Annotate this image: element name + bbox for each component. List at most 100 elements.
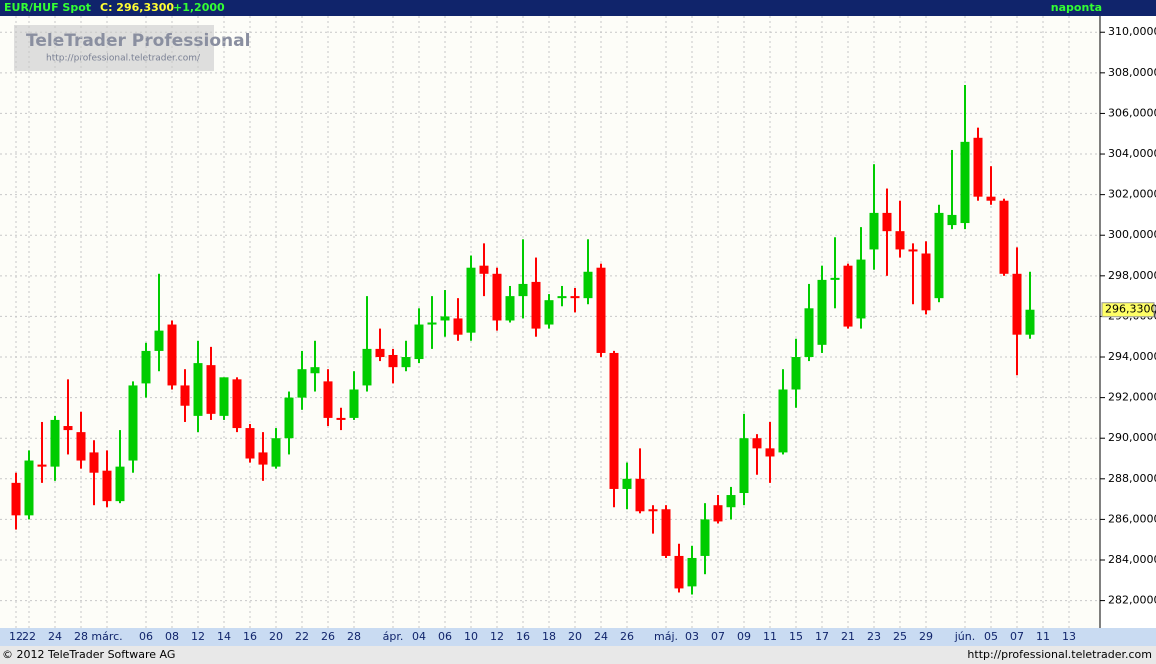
candle-body [505,296,515,321]
candle-body [479,265,489,274]
x-tick-label: máj. [654,630,678,643]
x-tick-label: 25 [893,630,907,643]
candle-body [63,426,73,431]
candle-body [427,322,437,325]
candle-body [11,482,21,516]
candle-body [388,354,398,368]
candle-body [687,557,697,587]
candle-body [973,137,983,197]
candle-body [336,417,346,420]
x-tick-label: 20 [269,630,283,643]
x-tick-label: 23 [867,630,881,643]
candle-body [518,283,528,297]
candle-body [492,273,502,321]
candle-body [921,253,931,311]
candle-body [154,330,164,351]
candle-body [674,555,684,589]
axis-area [1100,16,1156,628]
y-tick-label: 300,0000 [1108,228,1156,241]
candle-body [1012,273,1022,335]
candle-body [999,200,1009,274]
x-tick-label: 08 [165,630,179,643]
candle-body [89,452,99,473]
x-tick-label: 24 [594,630,608,643]
candle-body [297,369,307,398]
x-tick-label: 16 [243,630,257,643]
candle-body [791,357,801,390]
last-text: C: 296,3300 [100,1,174,14]
watermark-title: TeleTrader Professional [26,31,250,51]
candle-body [869,212,879,250]
candle-body [661,509,671,556]
candle-body [245,428,255,459]
candle-body [76,432,86,461]
candle-body [765,448,775,457]
candle-body [232,379,242,429]
candle-body [180,385,190,406]
candle-body [362,348,372,386]
candle-body [830,277,840,280]
candle-body [1025,309,1035,335]
candle-body [895,231,905,250]
candle-body [193,363,203,416]
candle-body [843,265,853,327]
candle-body [141,350,151,384]
x-tick-label: 29 [919,630,933,643]
candle-body [24,460,34,516]
x-tick-label: 18 [542,630,556,643]
candle-body [960,141,970,224]
y-tick-label: 286,0000 [1108,512,1156,525]
candle-body [271,438,281,467]
change-text: +1,2000 [173,1,225,14]
candle-body [713,505,723,522]
candle-body [375,348,385,358]
candle-body [622,478,632,489]
candle-body [414,324,424,360]
candle-body [934,212,944,299]
x-tick-label: 12 [191,630,205,643]
y-tick-label: 290,0000 [1108,431,1156,444]
date-bar [0,628,1156,646]
candle-body [609,352,619,489]
watermark-url: http://professional.teletrader.com/ [46,54,201,64]
x-tick-label: 03 [685,630,699,643]
candle-body [596,267,606,353]
chart-title: EUR/HUF Spot [4,1,91,14]
x-tick-label: 10 [464,630,478,643]
candle-body [986,196,996,201]
candle-body [583,271,593,299]
candle-body [882,212,892,232]
y-tick-label: 294,0000 [1108,350,1156,363]
candle-body [570,296,580,299]
x-tick-label: 11 [763,630,777,643]
candle-body [128,385,138,461]
x-tick-label: jún. [954,630,976,643]
candle-body [752,438,762,449]
candle-body [817,279,827,345]
candle-body [349,389,359,418]
candle-body [635,478,645,512]
y-tick-label: 292,0000 [1108,391,1156,404]
y-tick-label: 298,0000 [1108,269,1156,282]
y-tick-label: 284,0000 [1108,553,1156,566]
candle-body [531,281,541,329]
candle-body [648,509,658,512]
x-tick-label: 22 [22,630,36,643]
candle-body [323,381,333,418]
candle-body [557,296,567,299]
x-tick-label: 12 [9,630,23,643]
x-tick-label: 24 [48,630,62,643]
x-tick-label: 07 [711,630,725,643]
footer-bar [0,646,1156,664]
candle-body [310,367,320,374]
last-price-box [1101,302,1155,318]
last-price-label: 296,3300 [1105,303,1156,316]
x-tick-label: 07 [1010,630,1024,643]
x-tick-label: 14 [217,630,231,643]
y-tick-label: 302,0000 [1108,188,1156,201]
x-tick-label: 12 [490,630,504,643]
x-tick-label: 17 [815,630,829,643]
y-tick-label: 304,0000 [1108,147,1156,160]
